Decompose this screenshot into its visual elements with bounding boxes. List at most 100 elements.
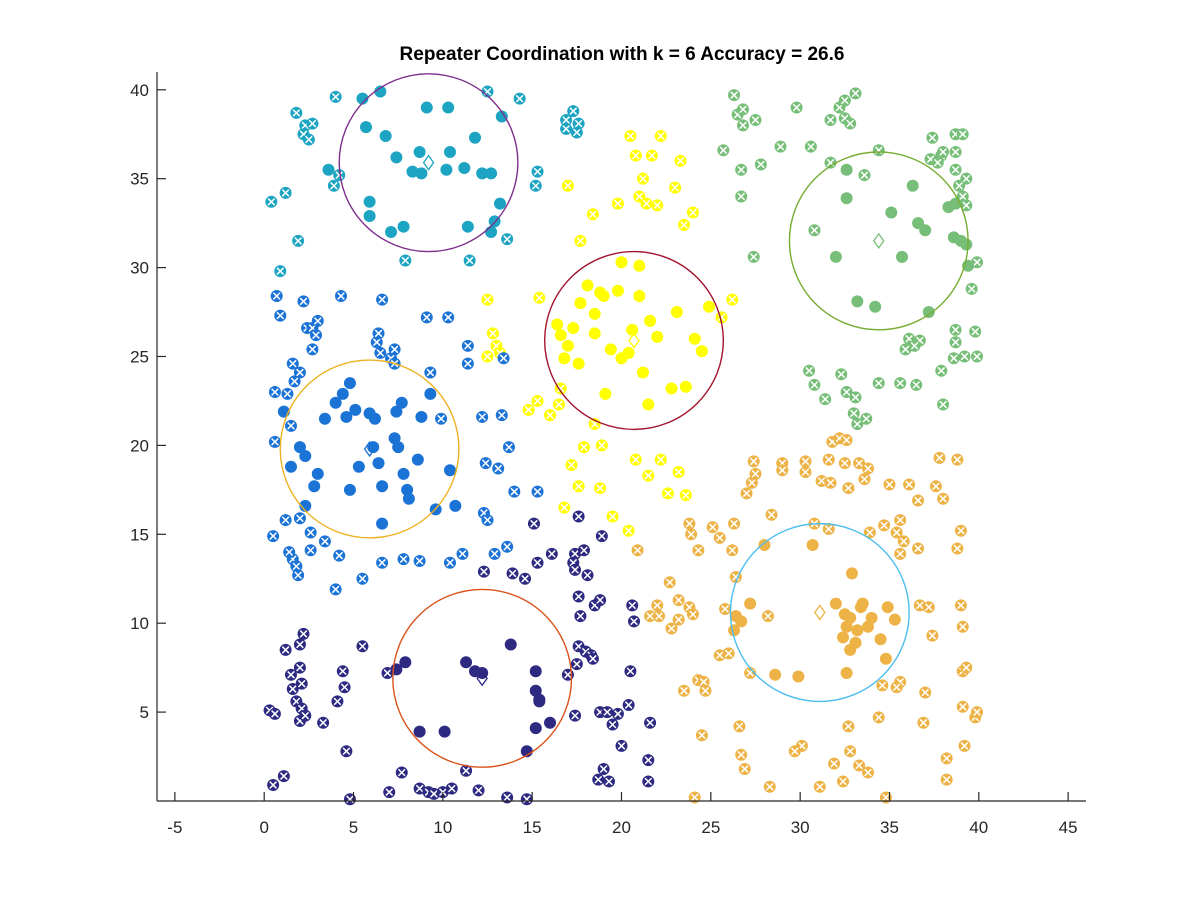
uncovered-point-cross — [689, 610, 697, 619]
uncovered-point-cross — [515, 94, 524, 103]
uncovered-point — [719, 602, 732, 615]
uncovered-point-cross — [957, 601, 965, 610]
uncovered-point — [329, 90, 342, 103]
uncovered-point-cross — [481, 459, 490, 468]
uncovered-point — [338, 681, 351, 694]
uncovered-point — [878, 519, 891, 532]
covered-point — [703, 300, 716, 313]
uncovered-point-cross — [294, 571, 302, 580]
uncovered-point — [890, 526, 903, 539]
uncovered-point — [279, 514, 292, 527]
uncovered-point — [274, 265, 287, 278]
uncovered-point-cross — [826, 116, 835, 124]
uncovered-point-cross — [583, 571, 592, 580]
uncovered-point-cross — [617, 742, 626, 750]
uncovered-point-cross — [653, 601, 662, 610]
coverage-circle — [729, 522, 910, 703]
uncovered-point-cross — [305, 135, 313, 144]
uncovered-point-cross — [914, 544, 922, 553]
uncovered-point — [615, 739, 628, 752]
uncovered-point — [686, 608, 699, 621]
uncovered-point-cross — [737, 750, 746, 759]
uncovered-point-cross — [562, 116, 570, 124]
uncovered-point — [669, 181, 682, 194]
uncovered-point — [683, 517, 696, 530]
uncovered-point — [293, 366, 306, 379]
covered-point — [293, 441, 306, 454]
covered-point — [551, 318, 564, 331]
uncovered-point-cross — [656, 455, 665, 464]
uncovered-point — [644, 610, 657, 623]
uncovered-point-cross — [924, 603, 933, 612]
x-tick-label: 10 — [433, 818, 452, 837]
uncovered-point-cross — [715, 651, 724, 660]
covered-point — [919, 224, 932, 237]
covered-point — [881, 601, 894, 614]
uncovered-point-cross — [596, 596, 604, 604]
covered-point — [413, 146, 426, 159]
uncovered-point-cross — [665, 578, 674, 587]
uncovered-point — [501, 791, 514, 804]
uncovered-point-cross — [644, 756, 653, 764]
uncovered-point-cross — [973, 352, 981, 361]
uncovered-point-cross — [708, 523, 717, 532]
uncovered-point — [376, 293, 389, 306]
uncovered-point — [624, 665, 637, 678]
y-tick-label: 40 — [130, 81, 149, 100]
uncovered-point — [601, 706, 614, 719]
uncovered-point — [890, 681, 903, 694]
uncovered-point — [336, 665, 349, 678]
uncovered-point — [631, 544, 644, 557]
uncovered-point-cross — [958, 192, 967, 201]
uncovered-point — [569, 709, 582, 722]
uncovered-point-cross — [294, 237, 302, 245]
uncovered-point-cross — [874, 379, 883, 387]
uncovered-point — [397, 553, 410, 566]
uncovered-point-cross — [905, 480, 913, 489]
uncovered-point — [388, 343, 401, 356]
uncovered-point-cross — [562, 125, 570, 133]
uncovered-point-cross — [644, 777, 653, 786]
covered-point — [688, 332, 701, 345]
uncovered-point — [654, 130, 667, 143]
uncovered-point — [267, 530, 280, 543]
uncovered-point — [969, 325, 982, 338]
uncovered-point-cross — [851, 89, 860, 98]
uncovered-point-cross — [878, 681, 887, 690]
uncovered-point-cross — [751, 470, 760, 478]
uncovered-point-cross — [631, 455, 640, 464]
uncovered-point — [917, 716, 930, 729]
uncovered-point-cross — [508, 569, 517, 578]
covered-point — [837, 631, 850, 644]
uncovered-point-cross — [415, 784, 424, 793]
covered-point — [567, 322, 580, 335]
uncovered-point-cross — [846, 747, 855, 756]
uncovered-point-cross — [874, 713, 883, 722]
uncovered-point-cross — [739, 121, 747, 130]
uncovered-point-cross — [296, 663, 304, 672]
covered-point — [469, 131, 482, 144]
uncovered-point-cross — [962, 201, 971, 210]
uncovered-point — [706, 521, 719, 534]
uncovered-point-cross — [614, 710, 622, 718]
uncovered-point-cross — [447, 784, 456, 793]
uncovered-point-cross — [306, 528, 315, 537]
y-tick-label: 30 — [130, 259, 149, 278]
uncovered-point — [327, 179, 340, 192]
uncovered-point — [268, 707, 281, 720]
uncovered-point-cross — [742, 489, 751, 498]
uncovered-point-cross — [533, 397, 542, 405]
y-tick-label: 10 — [130, 614, 149, 633]
uncovered-point — [824, 156, 837, 169]
cluster-3 — [717, 87, 984, 431]
uncovered-point-cross — [885, 480, 894, 489]
uncovered-point — [570, 126, 583, 139]
uncovered-point — [858, 473, 871, 486]
uncovered-point-cross — [287, 422, 295, 430]
uncovered-point-cross — [862, 414, 871, 423]
covered-point — [415, 167, 428, 180]
uncovered-point — [268, 435, 281, 448]
uncovered-point-cross — [358, 574, 367, 583]
uncovered-point — [728, 89, 741, 102]
covered-point — [581, 279, 594, 292]
